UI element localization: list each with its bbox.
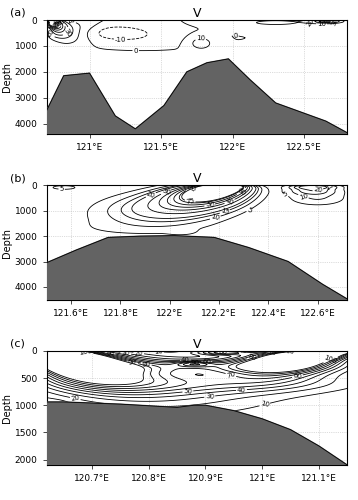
Text: 0: 0 xyxy=(134,48,138,54)
Text: 100: 100 xyxy=(323,354,338,365)
Title: V: V xyxy=(193,7,201,20)
Text: 60: 60 xyxy=(219,348,228,354)
Text: 10: 10 xyxy=(196,36,205,42)
Text: 5: 5 xyxy=(59,186,64,192)
Text: 60: 60 xyxy=(202,358,211,364)
Text: 50: 50 xyxy=(183,388,193,395)
Text: 40: 40 xyxy=(238,348,248,354)
Text: 70: 70 xyxy=(186,184,196,193)
Text: 90: 90 xyxy=(190,360,199,366)
Text: 50: 50 xyxy=(205,202,215,209)
Text: 80: 80 xyxy=(141,360,151,368)
Polygon shape xyxy=(47,59,347,134)
Text: 20: 20 xyxy=(313,186,323,194)
Text: 50: 50 xyxy=(105,350,115,357)
Text: 20: 20 xyxy=(46,28,56,38)
Text: 10: 10 xyxy=(317,21,326,27)
Text: 10: 10 xyxy=(260,400,270,408)
Polygon shape xyxy=(47,402,347,465)
Text: (b): (b) xyxy=(10,173,26,183)
Text: 40: 40 xyxy=(237,386,246,394)
Text: 0: 0 xyxy=(233,32,238,39)
Text: 30: 30 xyxy=(331,16,339,26)
Text: 20: 20 xyxy=(134,350,144,356)
Text: 40: 40 xyxy=(224,197,235,206)
Text: 60: 60 xyxy=(53,16,64,27)
Text: 60: 60 xyxy=(292,372,303,380)
Text: 20: 20 xyxy=(146,190,156,200)
Text: 30: 30 xyxy=(161,188,171,196)
Text: 15: 15 xyxy=(324,182,334,190)
Polygon shape xyxy=(47,236,347,300)
Text: 90: 90 xyxy=(128,358,138,366)
Y-axis label: Depth: Depth xyxy=(2,228,12,258)
Text: 10: 10 xyxy=(66,17,76,25)
Text: 70: 70 xyxy=(226,371,236,379)
Text: 90: 90 xyxy=(285,348,295,354)
Text: 50: 50 xyxy=(43,18,52,28)
Text: 70: 70 xyxy=(267,349,276,356)
Text: 20: 20 xyxy=(306,16,316,27)
Text: 40: 40 xyxy=(181,357,190,363)
Text: 75: 75 xyxy=(185,198,195,205)
Text: -10: -10 xyxy=(115,36,126,43)
Text: 20: 20 xyxy=(70,394,80,402)
Text: 5: 5 xyxy=(282,191,289,198)
Text: (c): (c) xyxy=(10,338,25,348)
Y-axis label: Depth: Depth xyxy=(2,393,12,423)
Text: 40: 40 xyxy=(56,17,67,28)
Text: 30: 30 xyxy=(121,350,131,357)
Text: 80: 80 xyxy=(247,353,257,362)
Text: 70: 70 xyxy=(54,17,63,28)
Y-axis label: Depth: Depth xyxy=(2,62,12,92)
Text: 100: 100 xyxy=(79,348,93,356)
Text: 15: 15 xyxy=(220,208,230,216)
Text: 60: 60 xyxy=(236,186,247,196)
Text: 10: 10 xyxy=(210,214,221,222)
Text: 30: 30 xyxy=(63,27,72,38)
Title: V: V xyxy=(193,338,201,351)
Text: 5: 5 xyxy=(246,206,252,214)
Text: 80: 80 xyxy=(53,17,61,28)
Text: (a): (a) xyxy=(10,8,26,18)
Text: 40: 40 xyxy=(323,17,332,24)
Title: V: V xyxy=(193,172,201,186)
Text: 10: 10 xyxy=(154,348,163,355)
Text: 10: 10 xyxy=(298,192,309,200)
Text: 30: 30 xyxy=(205,393,214,400)
